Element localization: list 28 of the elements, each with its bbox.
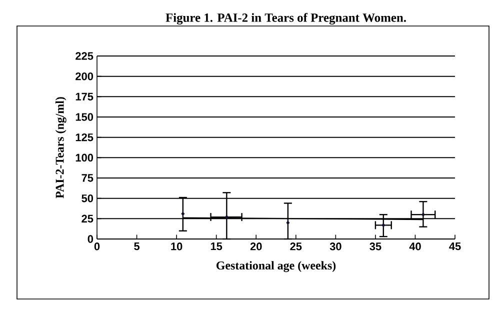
y-tick-label: 125: [76, 133, 94, 142]
x-tick-label: 45: [449, 242, 461, 250]
point: [286, 220, 290, 225]
x-tick-label: 15: [210, 242, 222, 250]
x-tick-label: 0: [94, 242, 100, 250]
y-tick-label: 0: [88, 235, 94, 243]
y-tick-label: 75: [82, 174, 94, 182]
y-tick-label: 150: [76, 113, 94, 121]
point: [224, 214, 228, 220]
x-tick-label: 20: [250, 242, 262, 250]
point: [382, 222, 386, 228]
y-tick-label: 200: [76, 72, 94, 80]
y-tick-label: 100: [76, 154, 94, 162]
y-tick-label: 25: [82, 214, 94, 223]
x-tick-label: 10: [171, 242, 182, 250]
x-axis-title: Gestational age (weeks): [216, 261, 336, 272]
y-tick-label: 175: [76, 92, 94, 100]
point: [421, 212, 425, 217]
y-tick-label: 225: [76, 52, 94, 60]
x-tick-label: 30: [330, 242, 342, 250]
chart-title: Figure 1. PAI-2 in Tears of Pregnant Women.: [166, 12, 406, 25]
y-axis-title: PAI-2-Tears (ng/ml): [55, 97, 66, 198]
y-tick-label: 50: [82, 194, 94, 202]
x-tick-label: 5: [134, 242, 140, 250]
point: [181, 212, 185, 216]
x-tick-label: 40: [409, 242, 421, 250]
x-tick-label: 35: [370, 242, 382, 250]
x-tick-label: 25: [290, 242, 302, 250]
